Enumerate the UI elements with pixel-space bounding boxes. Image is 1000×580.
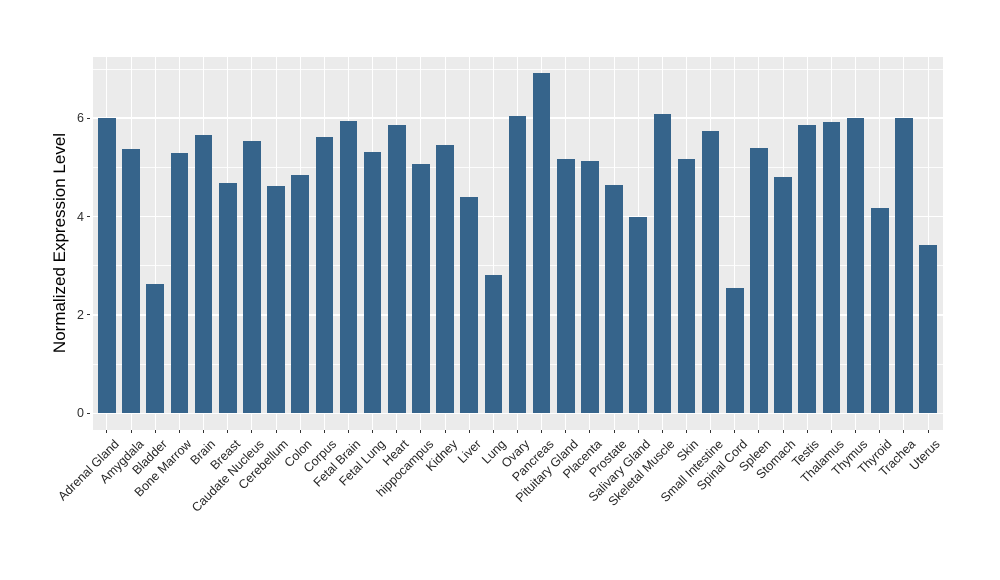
bar-prostate — [605, 184, 623, 414]
x-tick-mark — [903, 429, 905, 433]
bar-thymus — [846, 118, 865, 414]
bar-spleen — [750, 147, 768, 414]
y-tick-mark — [86, 412, 90, 414]
x-tick-mark — [855, 429, 857, 433]
bar-skeletal-muscle — [653, 114, 672, 414]
bar-brain — [194, 134, 213, 414]
x-tick-mark — [372, 429, 374, 433]
vertical-gridline — [154, 57, 156, 430]
x-tick-mark — [927, 429, 929, 433]
x-tick-mark — [613, 429, 615, 433]
y-tick-label: 0 — [77, 406, 84, 421]
x-tick-mark — [106, 429, 108, 433]
x-tick-mark — [830, 429, 832, 433]
bar-bone-marrow — [170, 152, 189, 414]
vertical-gridline — [927, 57, 929, 430]
bar-lung — [484, 275, 503, 414]
bar-fetal-brain — [339, 121, 358, 414]
bar-placenta — [581, 161, 599, 414]
x-tick-mark — [710, 429, 712, 433]
y-tick-label: 4 — [77, 209, 84, 224]
x-tick-mark — [734, 429, 736, 433]
y-tick-mark — [86, 117, 90, 119]
y-tick-mark — [86, 314, 90, 316]
x-tick-mark — [251, 429, 253, 433]
y-tick-label: 2 — [77, 307, 84, 322]
x-tick-mark — [565, 429, 567, 433]
bar-thalamus — [822, 121, 841, 414]
x-tick-mark — [178, 429, 180, 433]
bar-skin — [677, 159, 696, 414]
bar-hippocampus — [412, 164, 430, 414]
bar-pituitary-gland — [556, 159, 575, 414]
x-tick-mark — [661, 429, 663, 433]
x-tick-mark — [492, 429, 494, 433]
bar-amygdala — [122, 149, 140, 414]
x-tick-mark — [806, 429, 808, 433]
x-tick-mark — [420, 429, 422, 433]
x-tick-mark — [637, 429, 639, 433]
x-tick-mark — [396, 429, 398, 433]
x-tick-mark — [444, 429, 446, 433]
y-axis-title: Normalized Expression Level — [50, 133, 69, 354]
bar-heart — [387, 125, 406, 414]
x-tick-label: Liver — [455, 437, 485, 467]
x-tick-mark — [299, 429, 301, 433]
minor-gridline — [92, 68, 943, 70]
bar-liver — [460, 196, 478, 414]
bar-small-intestine — [701, 130, 720, 414]
x-tick-mark — [541, 429, 543, 433]
bar-trachea — [895, 118, 913, 414]
bar-ovary — [508, 116, 527, 414]
x-tick-mark — [323, 429, 325, 433]
bar-spinal-cord — [726, 287, 744, 414]
bar-salivary-gland — [629, 216, 648, 414]
x-tick-mark — [758, 429, 760, 433]
x-tick-mark — [686, 429, 688, 433]
vertical-gridline — [492, 57, 494, 430]
x-tick-mark — [130, 429, 132, 433]
x-tick-mark — [227, 429, 229, 433]
x-tick-mark — [589, 429, 591, 433]
x-tick-mark — [879, 429, 881, 433]
bar-thyroid — [870, 207, 889, 414]
y-tick-mark — [86, 216, 90, 217]
bar-fetal-lung — [363, 152, 382, 414]
bar-uterus — [919, 245, 937, 414]
bar-corpus — [315, 136, 334, 414]
x-tick-mark — [468, 429, 470, 433]
bar-testis — [798, 125, 817, 414]
bar-caudate-nucleus — [243, 141, 261, 414]
bar-colon — [291, 175, 309, 414]
y-tick-label: 6 — [77, 111, 84, 126]
plot-panel — [92, 57, 943, 430]
x-tick-mark — [275, 429, 277, 433]
x-tick-mark — [203, 429, 205, 433]
x-tick-mark — [782, 429, 784, 433]
bar-cerebellum — [267, 185, 285, 414]
bar-pancreas — [532, 72, 551, 414]
x-tick-mark — [154, 429, 156, 433]
x-tick-mark — [347, 429, 349, 433]
major-gridline — [92, 412, 943, 414]
bar-bladder — [146, 284, 165, 414]
x-tick-mark — [517, 429, 518, 433]
bar-adrenal-gland — [98, 118, 116, 414]
bar-kidney — [436, 145, 454, 414]
bar-breast — [218, 182, 237, 414]
bar-stomach — [774, 177, 792, 414]
vertical-gridline — [734, 57, 736, 430]
